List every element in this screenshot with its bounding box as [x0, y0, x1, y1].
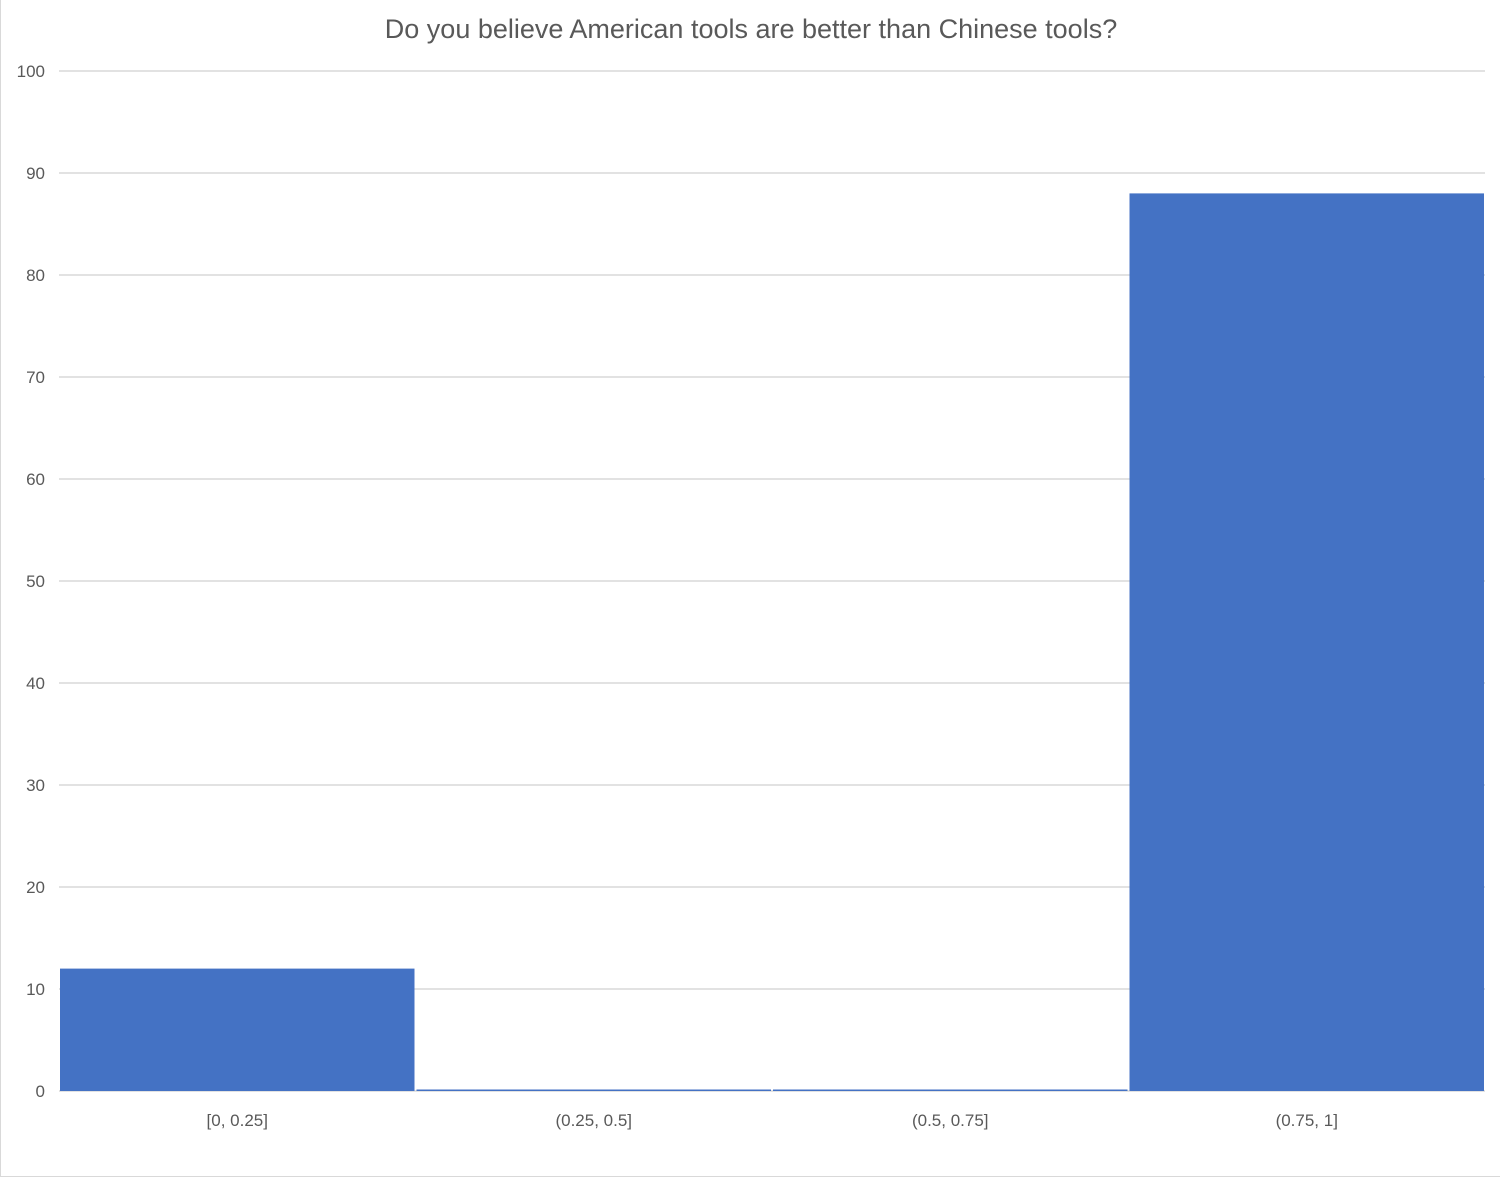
- x-tick-label: (0.5, 0.75]: [912, 1111, 989, 1130]
- y-axis-tick-labels: 0 10 20 30 40 50 60 70 80 90 100: [17, 62, 45, 1101]
- bar-0: [60, 968, 415, 1091]
- y-tick-label: 80: [26, 266, 45, 285]
- y-tick-label: 60: [26, 470, 45, 489]
- y-tick-label: 70: [26, 368, 45, 387]
- y-tick-label: 20: [26, 878, 45, 897]
- y-tick-label: 0: [36, 1082, 45, 1101]
- y-tick-label: 100: [17, 62, 45, 81]
- y-tick-label: 30: [26, 776, 45, 795]
- bars: [60, 193, 1484, 1091]
- y-tick-label: 10: [26, 980, 45, 999]
- x-axis-tick-labels: [0, 0.25] (0.25, 0.5] (0.5, 0.75] (0.75, 1]: [207, 1111, 1338, 1130]
- y-tick-label: 50: [26, 572, 45, 591]
- y-tick-label: 90: [26, 164, 45, 183]
- gridlines: [59, 70, 1485, 1092]
- chart-title: Do you believe American tools are better…: [384, 14, 1118, 44]
- bar-3: [1129, 193, 1484, 1091]
- x-tick-label: (0.25, 0.5]: [555, 1111, 632, 1130]
- bar-1: [416, 1089, 771, 1091]
- x-tick-label: (0.75, 1]: [1276, 1111, 1338, 1130]
- x-tick-label: [0, 0.25]: [207, 1111, 268, 1130]
- y-tick-label: 40: [26, 674, 45, 693]
- bar-2: [773, 1089, 1128, 1091]
